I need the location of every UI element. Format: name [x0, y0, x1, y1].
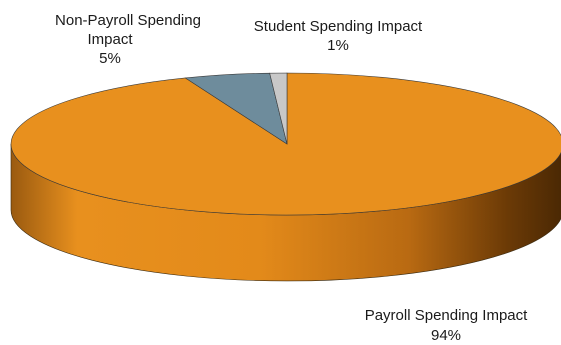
label-payroll-value: 94%	[431, 327, 461, 344]
pie-top	[10, 72, 561, 216]
label-student-line1: Student Spending Impact	[254, 18, 423, 35]
label-payroll-line1: Payroll Spending Impact	[365, 307, 528, 324]
pie-slice-payroll-spending-impact	[10, 72, 561, 216]
label-nonpayroll-line2: Impact	[87, 31, 133, 48]
label-student-value: 1%	[327, 37, 349, 54]
label-nonpayroll-line1: Non-Payroll Spending	[55, 12, 201, 29]
pie-slice-student-spending-impact	[269, 72, 288, 145]
label-nonpayroll-value: 5%	[99, 50, 121, 67]
